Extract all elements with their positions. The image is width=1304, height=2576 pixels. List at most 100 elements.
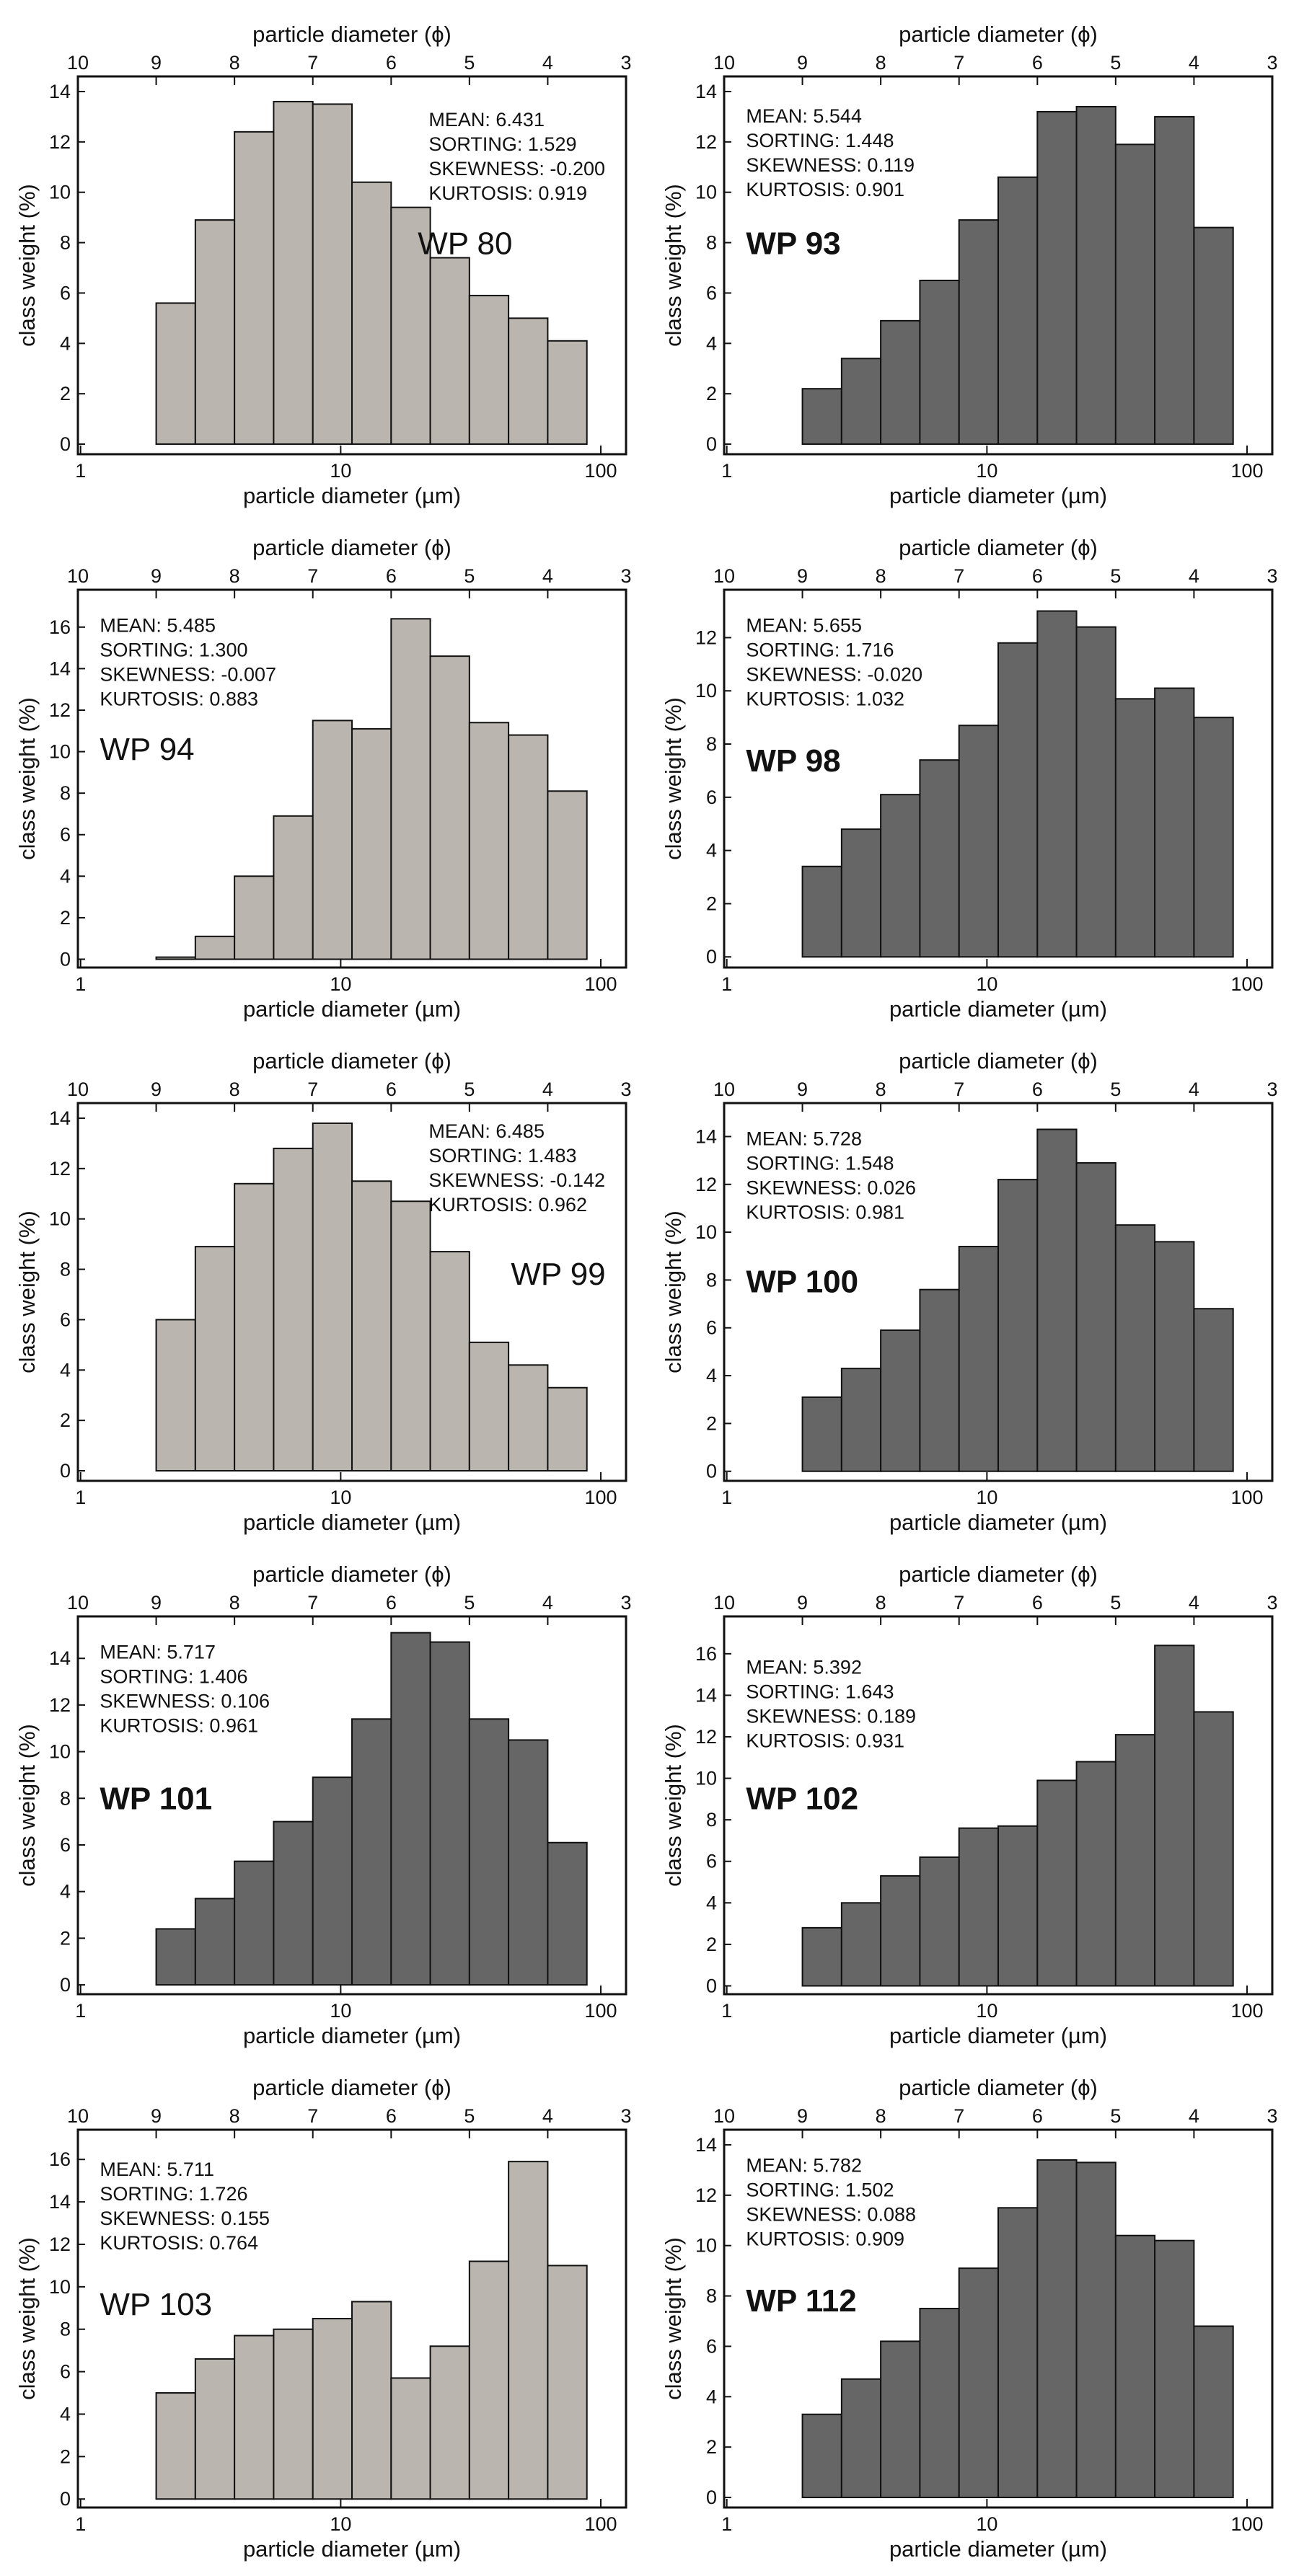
x-axis-label: particle diameter (µm) bbox=[243, 996, 461, 1022]
y-tick-label: 2 bbox=[706, 2436, 717, 2458]
x2-tick-label: 9 bbox=[151, 565, 162, 587]
stat-line: MEAN: 5.655 bbox=[746, 615, 862, 637]
x2-tick-label: 5 bbox=[1110, 1079, 1121, 1100]
y-tick-label: 12 bbox=[49, 1158, 71, 1179]
x2-tick-label: 4 bbox=[542, 1079, 553, 1100]
x2-tick-label: 6 bbox=[386, 2105, 397, 2127]
bar bbox=[801, 1926, 842, 1987]
chart-title: WP 112 bbox=[746, 2283, 856, 2319]
y-tick-label: 10 bbox=[695, 1221, 717, 1243]
x2-tick-label: 6 bbox=[386, 1592, 397, 1614]
bar bbox=[429, 1251, 470, 1472]
x2-axis-label: particle diameter (ϕ) bbox=[899, 2075, 1098, 2100]
bar bbox=[880, 2340, 921, 2499]
x2-tick-label: 8 bbox=[229, 1079, 240, 1100]
x-axis-label: particle diameter (µm) bbox=[243, 1510, 461, 1535]
y-tick-label: 2 bbox=[706, 1934, 717, 1955]
bar bbox=[1193, 2325, 1234, 2499]
x-tick-label: 10 bbox=[330, 2513, 351, 2535]
y-tick-label: 10 bbox=[49, 182, 71, 203]
x-tick-label: 10 bbox=[976, 2513, 997, 2535]
x2-tick-label: 7 bbox=[307, 565, 318, 587]
stat-line: SORTING: 1.448 bbox=[746, 130, 894, 151]
x2-tick-label: 3 bbox=[620, 1592, 631, 1614]
bar bbox=[1075, 1161, 1116, 1472]
x2-tick-label: 5 bbox=[464, 565, 475, 587]
x2-tick-label: 6 bbox=[386, 1079, 397, 1100]
y-tick-label: 6 bbox=[60, 824, 71, 846]
y-tick-label: 10 bbox=[49, 1741, 71, 1763]
x-tick-label: 1 bbox=[75, 2513, 86, 2535]
bar bbox=[1154, 1645, 1195, 1987]
x2-axis-label: particle diameter (ϕ) bbox=[899, 1562, 1098, 1587]
x2-tick-label: 4 bbox=[1189, 1592, 1199, 1614]
x2-tick-label: 4 bbox=[1189, 2105, 1199, 2127]
y-tick-label: 10 bbox=[49, 1208, 71, 1230]
x2-tick-label: 5 bbox=[464, 1592, 475, 1614]
y-tick-label: 14 bbox=[49, 658, 71, 679]
bar bbox=[1114, 2234, 1156, 2499]
x-tick-label: 10 bbox=[976, 460, 997, 482]
bar bbox=[429, 257, 470, 446]
y-tick-label: 2 bbox=[60, 2446, 71, 2467]
chart-panel: 0 2 4 6 8 10 12 1 10 100 10 9 8 7 6 5 4 3 particle diamete… bbox=[661, 535, 1278, 1022]
bar bbox=[351, 1180, 392, 1472]
bar bbox=[958, 219, 1000, 446]
stat-line: KURTOSIS: 0.961 bbox=[100, 1715, 258, 1737]
y-axis-label: class weight (%) bbox=[661, 2237, 686, 2400]
y-tick-label: 4 bbox=[60, 865, 71, 887]
y-tick-label: 14 bbox=[695, 2134, 717, 2156]
bar bbox=[194, 2358, 236, 2500]
x-tick-label: 100 bbox=[585, 2513, 617, 2535]
stat-line: KURTOSIS: 1.032 bbox=[746, 689, 904, 710]
x-axis-label: particle diameter (µm) bbox=[889, 2023, 1107, 2048]
bar bbox=[840, 828, 882, 958]
x2-tick-label: 5 bbox=[464, 2105, 475, 2127]
x2-tick-label: 6 bbox=[1032, 1592, 1043, 1614]
bar bbox=[1114, 698, 1156, 958]
bar bbox=[273, 1147, 314, 1472]
x-tick-label: 100 bbox=[585, 460, 617, 482]
x2-tick-label: 7 bbox=[953, 1079, 964, 1100]
bar bbox=[194, 935, 236, 960]
stat-line: MEAN: 5.544 bbox=[746, 105, 862, 127]
bar bbox=[351, 181, 392, 446]
bar bbox=[919, 1288, 960, 1472]
x-tick-label: 100 bbox=[1231, 460, 1264, 482]
x2-axis-label: particle diameter (ϕ) bbox=[252, 22, 451, 47]
bar bbox=[155, 1928, 196, 1986]
x2-axis-label: particle diameter (ϕ) bbox=[899, 1048, 1098, 1074]
x2-axis-label: particle diameter (ϕ) bbox=[899, 22, 1098, 47]
stat-line: SKEWNESS: 0.189 bbox=[746, 1706, 916, 1727]
y-tick-label: 2 bbox=[706, 383, 717, 404]
bar bbox=[155, 956, 196, 960]
stat-line: SKEWNESS: -0.020 bbox=[746, 664, 922, 686]
x2-tick-label: 8 bbox=[876, 1079, 886, 1100]
x2-tick-label: 9 bbox=[797, 1079, 808, 1100]
x2-tick-label: 6 bbox=[1032, 52, 1043, 74]
chart-title: WP 99 bbox=[511, 1257, 605, 1292]
y-tick-label: 0 bbox=[60, 433, 71, 455]
chart-panel: 0 2 4 6 8 10 12 14 1 10 100 10 9 8 7 6 5 4 3 particle diame… bbox=[14, 22, 632, 508]
x2-tick-label: 7 bbox=[953, 565, 964, 587]
x2-tick-label: 4 bbox=[542, 2105, 553, 2127]
x-tick-label: 100 bbox=[585, 973, 617, 995]
x2-axis-label: particle diameter (ϕ) bbox=[252, 1048, 451, 1074]
bar bbox=[919, 1856, 960, 1987]
stat-line: SORTING: 1.529 bbox=[428, 133, 576, 155]
bar bbox=[234, 130, 275, 446]
x2-tick-label: 10 bbox=[713, 1079, 735, 1100]
y-tick-label: 0 bbox=[706, 2487, 717, 2508]
y-tick-label: 4 bbox=[706, 1365, 717, 1386]
bar bbox=[155, 2392, 196, 2500]
bar bbox=[958, 1827, 1000, 1987]
bar bbox=[390, 618, 431, 960]
bar bbox=[468, 1341, 510, 1472]
stat-line: MEAN: 6.485 bbox=[428, 1120, 545, 1142]
y-tick-label: 14 bbox=[695, 81, 717, 102]
bar bbox=[1114, 1224, 1156, 1472]
x-tick-label: 1 bbox=[721, 2513, 732, 2535]
bar bbox=[1075, 626, 1116, 958]
x2-tick-label: 10 bbox=[67, 565, 89, 587]
y-tick-label: 6 bbox=[60, 2361, 71, 2383]
